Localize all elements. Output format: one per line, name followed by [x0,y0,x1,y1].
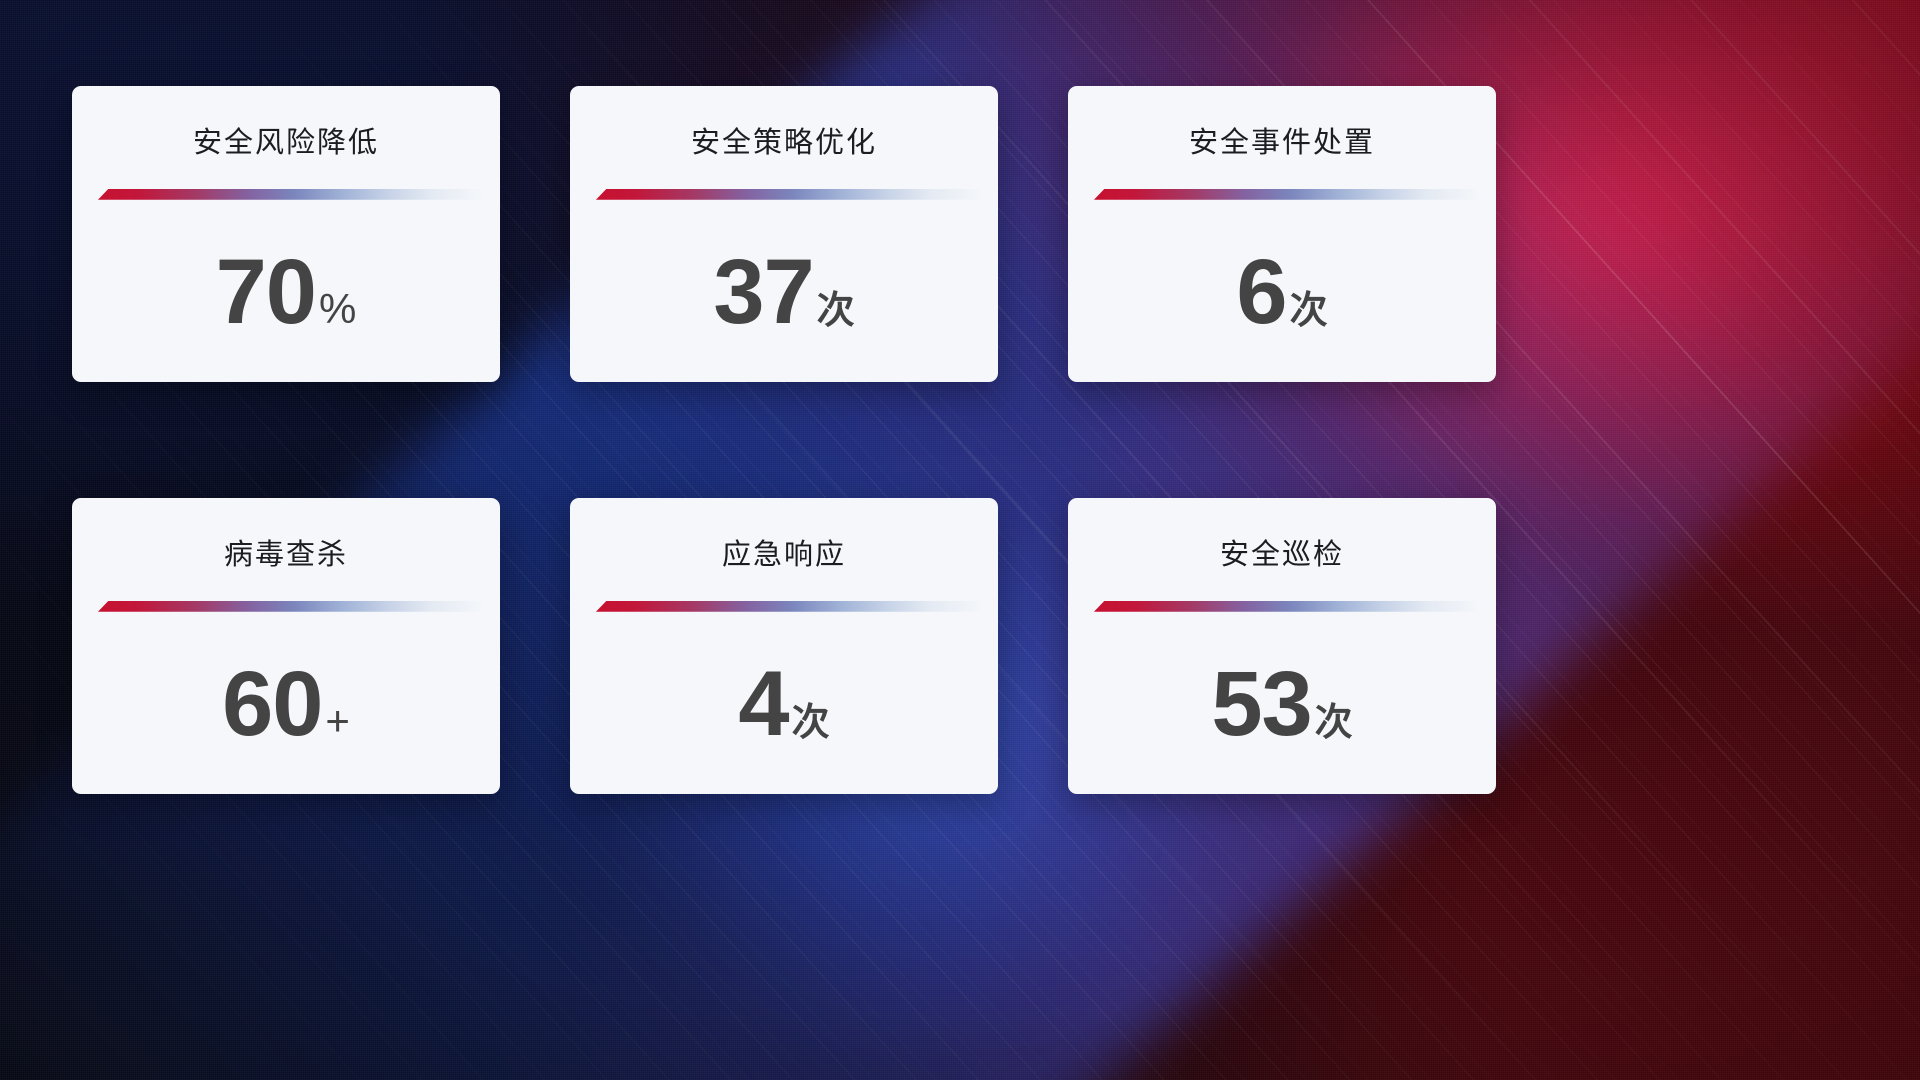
metric-card-title: 安全策略优化 [690,127,877,159]
metric-unit: 次 [791,701,830,744]
metric-card-divider [1087,600,1478,613]
metric-card-title: 病毒查杀 [223,539,348,571]
metric-value-row: 6 次 [1236,240,1328,343]
metric-value: 53 [1211,652,1312,755]
metric-card-divider [91,600,482,613]
metric-value-row: 70 % [215,240,357,343]
metric-value: 4 [738,652,789,755]
gradient-rule [595,600,980,612]
gradient-rule [97,600,482,612]
metric-card-divider [589,600,980,613]
metric-card-divider [1087,188,1478,201]
metric-card[interactable]: 病毒查杀 60 + [72,498,500,794]
metric-card[interactable]: 安全风险降低 70 % [72,86,500,382]
metric-card[interactable]: 应急响应 4 次 [570,498,998,794]
metric-value-row: 53 次 [1211,652,1353,755]
metric-unit: % [318,284,357,332]
metric-card-title: 应急响应 [721,539,846,571]
metric-card[interactable]: 安全巡检 53 次 [1068,498,1496,794]
metric-unit: 次 [816,289,855,332]
metric-value: 6 [1236,240,1287,343]
metric-card[interactable]: 安全事件处置 6 次 [1068,86,1496,382]
gradient-rule [1093,600,1478,612]
metric-card-title: 安全巡检 [1219,539,1344,571]
metric-unit: 次 [1314,701,1353,744]
metric-card-divider [589,188,980,201]
metric-value-row: 4 次 [738,652,830,755]
metric-card-title: 安全风险降低 [192,127,379,159]
metric-value-row: 60 + [222,652,350,755]
gradient-rule [595,188,980,200]
metric-unit: 次 [1289,289,1328,332]
metric-card-title: 安全事件处置 [1188,127,1375,159]
gradient-rule [1093,188,1478,200]
metric-unit: + [325,696,350,744]
metric-value: 37 [713,240,814,343]
metric-value: 60 [222,652,323,755]
metric-card-divider [91,188,482,201]
metric-value-row: 37 次 [713,240,855,343]
metric-value: 70 [215,240,317,343]
metric-card[interactable]: 安全策略优化 37 次 [570,86,998,382]
metric-card-grid: 安全风险降低 70 % 安全策略优化 37 次 安全事件处置 [72,86,1496,794]
gradient-rule [97,188,482,200]
